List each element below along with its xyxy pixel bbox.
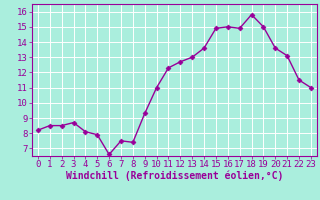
X-axis label: Windchill (Refroidissement éolien,°C): Windchill (Refroidissement éolien,°C)	[66, 171, 283, 181]
